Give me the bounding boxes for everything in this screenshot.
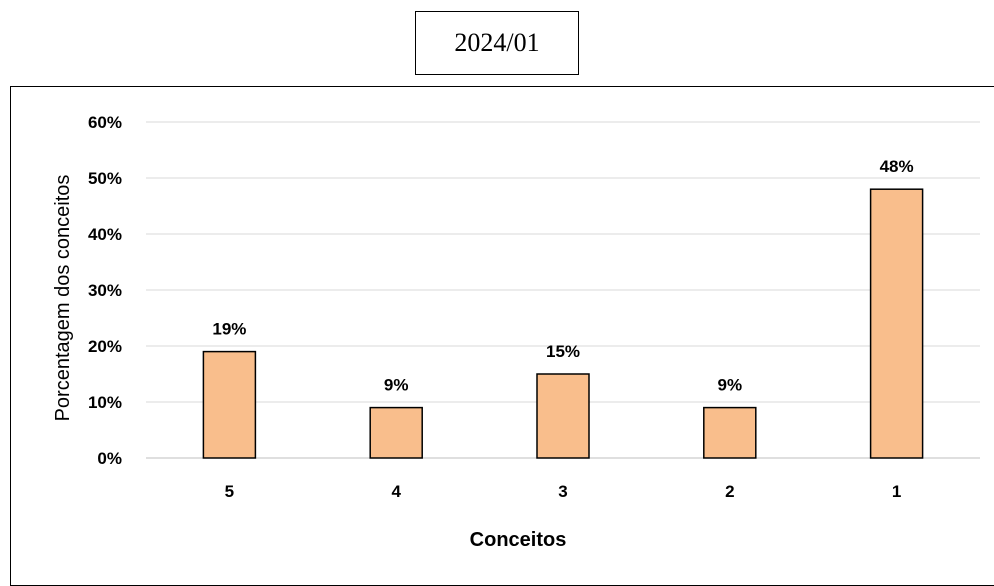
chart-frame (10, 86, 994, 586)
y-tick-label: 60% (88, 113, 122, 132)
x-tick-label-2: 2 (725, 482, 734, 501)
x-tick-label-4: 4 (391, 482, 401, 501)
x-axis-title: Conceitos (470, 529, 567, 551)
y-tick-label: 10% (88, 393, 122, 412)
chart-title: 2024/01 (454, 28, 540, 57)
data-labels: 19% 9% 15% 9% 48% (212, 157, 913, 394)
bar-3 (536, 373, 590, 459)
data-label-4: 9% (384, 376, 409, 395)
y-tick-label: 0% (97, 449, 122, 468)
data-label-3: 15% (546, 342, 580, 361)
data-label-2: 9% (718, 376, 743, 395)
bar-chart: 0% 10% 20% 30% 40% 50% 60% 19% 9% 15% 9% 48% 5 4 3 2 1… (52, 113, 980, 551)
x-tick-label-3: 3 (558, 482, 567, 501)
bar-2 (703, 406, 757, 459)
y-tick-label: 20% (88, 337, 122, 356)
x-tick-label-5: 5 (225, 482, 234, 501)
bar-5 (202, 350, 257, 459)
x-tick-label-1: 1 (892, 482, 901, 501)
data-label-1: 48% (880, 157, 914, 176)
y-tick-label: 30% (88, 281, 122, 300)
y-tick-label: 40% (88, 225, 122, 244)
data-label-5: 19% (212, 320, 246, 339)
bars (202, 188, 924, 459)
y-tick-label: 50% (88, 169, 122, 188)
bar-4 (369, 406, 423, 459)
chart-title-box: 2024/01 (415, 11, 579, 75)
x-tick-labels: 5 4 3 2 1 (225, 482, 902, 501)
y-axis-title: Porcentagem dos conceitos (52, 175, 74, 422)
y-tick-labels: 0% 10% 20% 30% 40% 50% 60% (88, 113, 122, 468)
bar-1 (869, 188, 924, 459)
